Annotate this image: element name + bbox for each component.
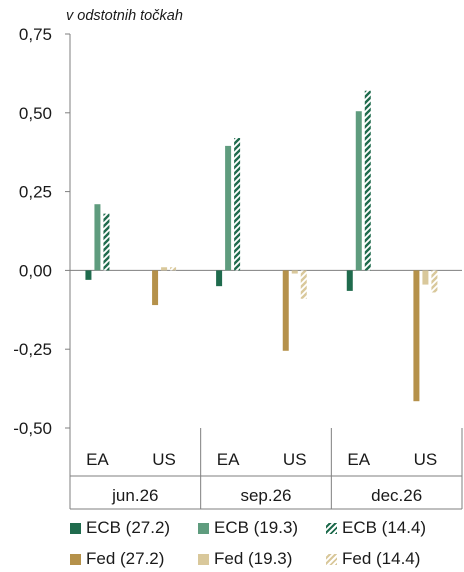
y-tick-label: 0,25 — [19, 183, 52, 202]
x-subcategory-label: EA — [217, 450, 240, 469]
legend: ECB (27.2) ECB (19.3) ECB (14.4) Fed (27.2)… — [70, 518, 460, 569]
legend-label: Fed (19.3) — [214, 549, 293, 568]
legend-item: Fed (27.2) — [70, 549, 198, 569]
legend-swatch — [326, 553, 337, 565]
legend-label: Fed (14.4) — [342, 549, 421, 568]
bar-ecb-14-4--sep26 — [234, 138, 241, 271]
y-tick-label: 0,00 — [19, 261, 52, 280]
bar-ecb-19-3--dec26 — [355, 111, 362, 271]
x-subcategory-label: EA — [347, 450, 370, 469]
bar-fed-27-2--jun26 — [152, 270, 159, 306]
y-tick-label: 0,75 — [19, 25, 52, 44]
x-group-label: sep.26 — [240, 486, 291, 505]
x-subcategory-label: US — [283, 450, 307, 469]
x-subcategory-label: EA — [86, 450, 109, 469]
legend-label: ECB (19.3) — [214, 518, 299, 537]
x-subcategory-label: US — [152, 450, 176, 469]
legend-item: ECB (27.2) — [70, 518, 198, 538]
bar-fed-27-2--sep26 — [282, 270, 289, 351]
legend-item: ECB (14.4) — [326, 518, 454, 538]
bars — [85, 90, 438, 402]
bar-fed-14-4--jun26 — [170, 267, 177, 271]
legend-label: ECB (14.4) — [342, 518, 427, 537]
bar-ecb-14-4--jun26 — [103, 213, 110, 271]
bar-fed-19-3--dec26 — [422, 270, 429, 285]
legend-swatch — [70, 553, 81, 565]
axes — [65, 33, 463, 510]
bar-ecb-27-2--sep26 — [216, 270, 223, 287]
y-tick-label: -0,25 — [13, 340, 52, 359]
legend-swatch — [198, 553, 209, 565]
x-group-label: jun.26 — [111, 486, 158, 505]
x-group-label: dec.26 — [371, 486, 422, 505]
bar-fed-19-3--sep26 — [291, 270, 298, 274]
bar-ecb-14-4--dec26 — [364, 90, 371, 271]
legend-swatch — [198, 522, 209, 534]
legend-swatch — [70, 522, 81, 534]
y-tick-label: -0,50 — [13, 419, 52, 438]
legend-item: Fed (14.4) — [326, 549, 454, 569]
y-tick-label: 0,50 — [19, 104, 52, 123]
legend-item: Fed (19.3) — [198, 549, 326, 569]
bar-fed-14-4--dec26 — [431, 270, 438, 293]
bar-ecb-19-3--sep26 — [225, 145, 232, 271]
bar-fed-27-2--dec26 — [413, 270, 420, 402]
unit-note: v odstotnih točkah — [66, 8, 183, 24]
legend-swatch — [326, 522, 337, 534]
legend-label: Fed (27.2) — [86, 549, 165, 568]
legend-label: ECB (27.2) — [86, 518, 171, 537]
x-subcategory-label: US — [414, 450, 438, 469]
bar-fed-14-4--sep26 — [300, 270, 307, 299]
legend-item: ECB (19.3) — [198, 518, 326, 538]
bar-ecb-27-2--jun26 — [85, 270, 92, 280]
bar-ecb-27-2--dec26 — [346, 270, 353, 291]
bar-ecb-19-3--jun26 — [94, 204, 101, 271]
bar-fed-19-3--jun26 — [161, 267, 168, 271]
